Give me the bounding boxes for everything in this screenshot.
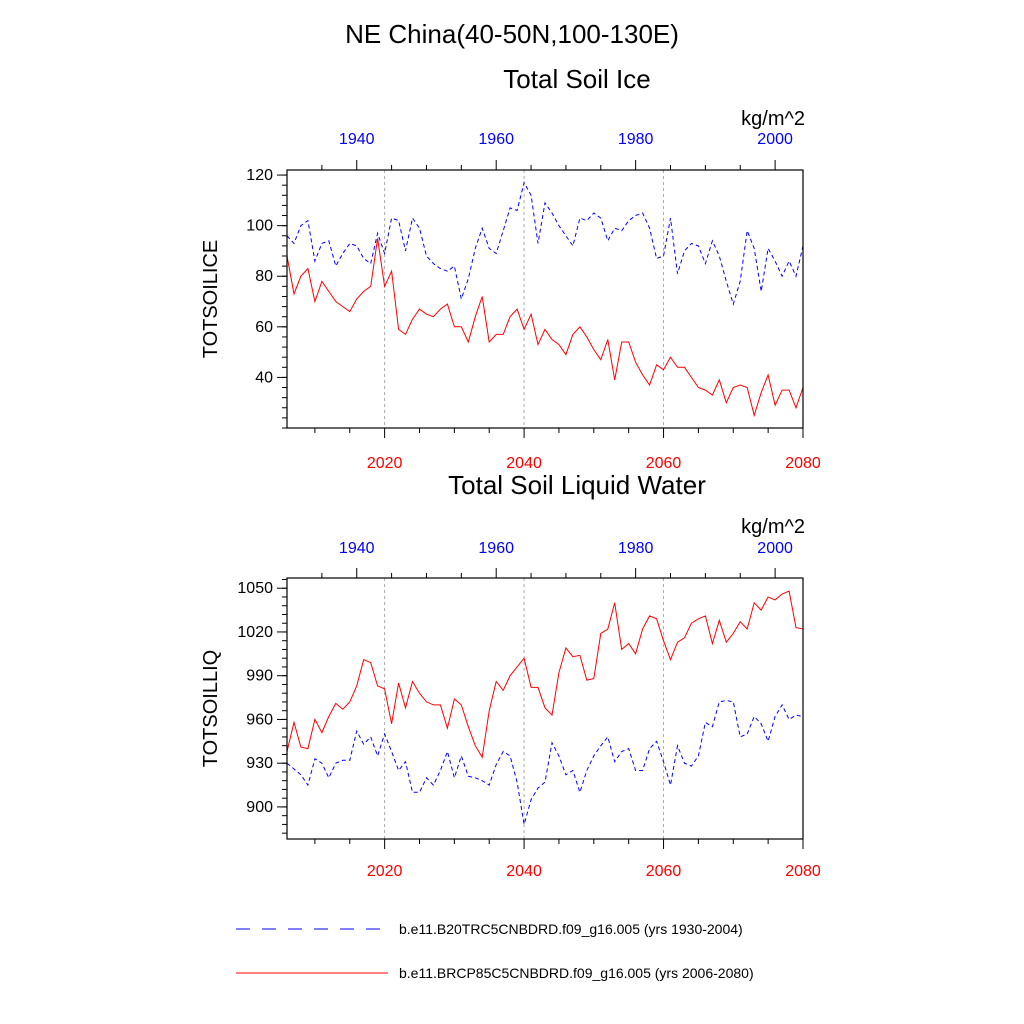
x-tick-label-bottom: 2020 (367, 863, 403, 880)
legend-label: b.e11.B20TRC5CNBDRD.f09_g16.005 (yrs 193… (399, 921, 743, 937)
chart-panel-1: Total Soil Ice kg/m^2 TOTSOILICE 2020 2040 20… (200, 64, 821, 472)
series-line-historical (286, 181, 804, 306)
plot-frame (286, 577, 804, 840)
panel-title: Total Soil Liquid Water (448, 470, 706, 500)
y-tick-label: 40 (255, 369, 273, 386)
chart-panel-2: Total Soil Liquid Water kg/m^2 TOTSOILLIQ 2… (200, 470, 821, 880)
panel-title: Total Soil Ice (503, 64, 650, 94)
x-tick-label-top: 2000 (757, 131, 793, 148)
y-tick-label: 80 (255, 268, 273, 285)
y-tick-label: 960 (246, 711, 273, 728)
x-tick-label-bottom: 2040 (506, 863, 542, 880)
x-tick-label-bottom: 2080 (785, 863, 821, 880)
x-tick-label-top: 1960 (478, 540, 514, 557)
y-tick-label: 1020 (237, 624, 273, 641)
units-label: kg/m^2 (741, 516, 805, 538)
y-axis-label: TOTSOILLIQ (200, 650, 222, 767)
x-tick-label-top: 1980 (618, 540, 654, 557)
y-tick-label: 990 (246, 668, 273, 685)
units-label: kg/m^2 (741, 108, 805, 130)
plot-frame (286, 169, 804, 429)
x-tick-label-top: 1980 (618, 131, 654, 148)
x-tick-label-bottom: 2060 (646, 863, 682, 880)
y-tick-label: 1050 (237, 580, 273, 597)
x-tick-label-bottom: 2060 (646, 455, 682, 472)
series-line-future (286, 590, 804, 759)
series-line-future (286, 238, 804, 418)
x-tick-label-top: 2000 (757, 540, 793, 557)
x-tick-label-top: 1940 (339, 131, 375, 148)
y-tick-label: 930 (246, 755, 273, 772)
series-line-historical (286, 699, 804, 825)
x-tick-label-bottom: 2080 (785, 455, 821, 472)
y-tick-label: 900 (246, 799, 273, 816)
y-tick-label: 120 (246, 167, 273, 184)
figure-suptitle: NE China(40-50N,100-130E) (345, 19, 679, 49)
y-tick-label: 100 (246, 218, 273, 235)
x-tick-label-bottom: 2040 (506, 455, 542, 472)
x-tick-label-bottom: 2020 (367, 455, 403, 472)
y-tick-label: 60 (255, 319, 273, 336)
x-tick-label-top: 1960 (478, 131, 514, 148)
legend: b.e11.B20TRC5CNBDRD.f09_g16.005 (yrs 193… (236, 921, 754, 981)
y-axis-label: TOTSOILICE (200, 240, 222, 359)
x-tick-label-top: 1940 (339, 540, 375, 557)
legend-label: b.e11.BRCP85C5CNBDRD.f09_g16.005 (yrs 20… (399, 965, 754, 981)
